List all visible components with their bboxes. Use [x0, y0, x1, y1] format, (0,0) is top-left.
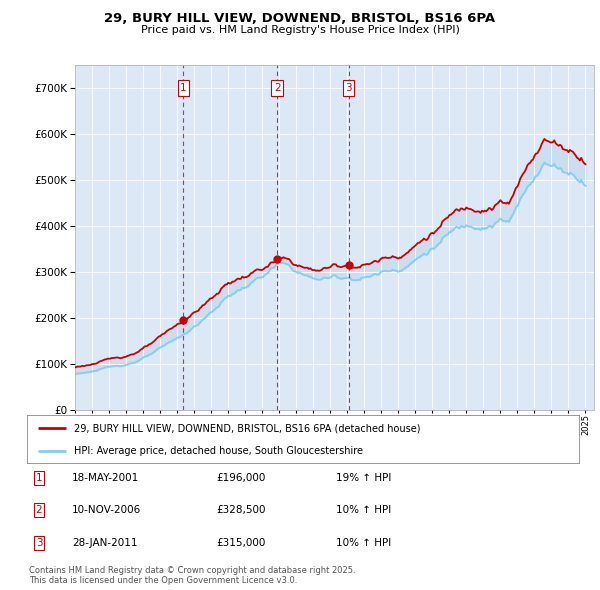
Text: £328,500: £328,500: [216, 506, 265, 515]
Text: 28-JAN-2011: 28-JAN-2011: [72, 538, 137, 548]
Text: 2: 2: [274, 83, 280, 93]
Text: This data is licensed under the Open Government Licence v3.0.: This data is licensed under the Open Gov…: [29, 576, 297, 585]
Text: 1: 1: [35, 473, 43, 483]
Text: 10% ↑ HPI: 10% ↑ HPI: [336, 506, 391, 515]
Text: 10-NOV-2006: 10-NOV-2006: [72, 506, 141, 515]
Text: Price paid vs. HM Land Registry's House Price Index (HPI): Price paid vs. HM Land Registry's House …: [140, 25, 460, 35]
Text: 29, BURY HILL VIEW, DOWNEND, BRISTOL, BS16 6PA: 29, BURY HILL VIEW, DOWNEND, BRISTOL, BS…: [104, 12, 496, 25]
Text: Contains HM Land Registry data © Crown copyright and database right 2025.: Contains HM Land Registry data © Crown c…: [29, 566, 355, 575]
Text: 10% ↑ HPI: 10% ↑ HPI: [336, 538, 391, 548]
Text: £315,000: £315,000: [216, 538, 265, 548]
Text: 1: 1: [180, 83, 187, 93]
Text: 18-MAY-2001: 18-MAY-2001: [72, 473, 139, 483]
Text: 2: 2: [35, 506, 43, 515]
Text: 3: 3: [35, 538, 43, 548]
Text: HPI: Average price, detached house, South Gloucestershire: HPI: Average price, detached house, Sout…: [74, 446, 363, 456]
Text: 3: 3: [345, 83, 352, 93]
Text: £196,000: £196,000: [216, 473, 265, 483]
Text: 19% ↑ HPI: 19% ↑ HPI: [336, 473, 391, 483]
Text: 29, BURY HILL VIEW, DOWNEND, BRISTOL, BS16 6PA (detached house): 29, BURY HILL VIEW, DOWNEND, BRISTOL, BS…: [74, 423, 421, 433]
